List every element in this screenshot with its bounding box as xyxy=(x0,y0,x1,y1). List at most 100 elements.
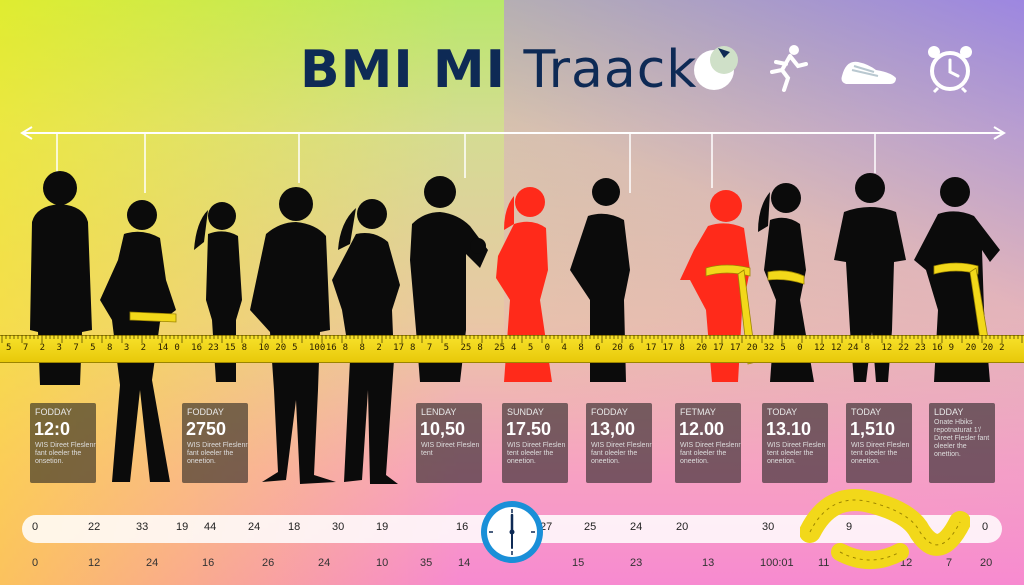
info-card: TODAY 1,510 WIS Direet Fleslen tent oleele… xyxy=(846,403,912,483)
tape-number: 5 xyxy=(292,343,298,353)
tape-number: 24 xyxy=(847,343,859,353)
tape-number: 8 xyxy=(679,343,685,353)
title-part-1: BMI MI xyxy=(300,40,506,100)
info-card: TODAY 13.10 WIS Direet Fleslen tent oleele… xyxy=(762,403,828,483)
tape-number: 8 xyxy=(578,343,584,353)
clock-icon xyxy=(481,501,543,563)
tape-number: 6 xyxy=(595,343,601,353)
info-card: FETMAY 12.00 WIS Direet Fleslenr fant olee… xyxy=(675,403,741,483)
tape-number: 23 xyxy=(915,343,926,353)
tape-number: 8 xyxy=(477,343,483,353)
scale-label: 30 xyxy=(762,521,775,533)
measuring-tape: 5 7 2 3 7 5 8 3 2 14 0 16 23 15 8 10 20 5 100 16 8 8 2 17 8 7 5 25 8… xyxy=(0,335,1024,363)
tape-number: 5 xyxy=(6,343,12,353)
card-note: WIS Direet Fleslenr fant oleeler the one… xyxy=(591,442,652,465)
scale-label: 19 xyxy=(376,521,389,533)
scale-label-bottom: 20 xyxy=(980,557,993,569)
tape-number: 14 xyxy=(157,343,169,353)
scale-label: 20 xyxy=(676,521,689,533)
scale-label: 33 xyxy=(136,521,149,533)
scale-label-bottom: 26 xyxy=(262,557,275,569)
tape-number: 32 xyxy=(763,343,775,353)
tape-number: 12 xyxy=(814,343,825,353)
timeline-ticks xyxy=(56,133,876,193)
tape-number: 16 xyxy=(325,343,337,353)
tape-number: 5 xyxy=(90,343,96,353)
card-day: TODAY xyxy=(851,407,882,417)
sneaker-icon xyxy=(841,61,896,84)
info-card: LENDAY 10,50 WIS Direet Fleslen tent xyxy=(416,403,482,483)
card-value: 17.50 xyxy=(506,419,552,439)
card-note: WIS Direet Fleslen tent oleeler the onee… xyxy=(851,442,910,465)
card-value: 2750 xyxy=(186,419,227,439)
tape-number: 8 xyxy=(410,343,416,353)
card-day: TODAY xyxy=(767,407,798,417)
card-value: 12.00 xyxy=(679,419,725,439)
scale-label-bottom: 15 xyxy=(572,557,585,569)
tape-number: 5 xyxy=(780,343,786,353)
tape-measure-coil-icon xyxy=(800,489,970,569)
tape-number: 8 xyxy=(359,343,365,353)
card-day: FODDAY xyxy=(35,407,72,417)
tape-number: 23 xyxy=(208,343,219,353)
info-card: LDDAY Onate Hbiks repotnaturat 1'/ Direet… xyxy=(929,403,995,483)
tape-number: 16 xyxy=(931,343,943,353)
tape-number: 8 xyxy=(864,343,870,353)
tape-number: 20 xyxy=(982,343,994,353)
card-note: WIS Direet Fleslen tent oleeler the onee… xyxy=(507,442,566,465)
tape-number: 3 xyxy=(123,343,130,353)
tape-number: 12 xyxy=(881,343,893,353)
card-day: FODDAY xyxy=(187,407,224,417)
tape-number: 12 xyxy=(830,343,842,353)
scale-label-bottom: 12 xyxy=(88,557,101,569)
card-day: LDDAY xyxy=(934,407,964,417)
tape-number: 5 xyxy=(527,343,534,353)
scale-label-bottom: 16 xyxy=(202,557,215,569)
tape-number: 7 xyxy=(426,343,433,353)
scale-label-bottom: 10 xyxy=(376,557,389,569)
tape-number: 20 xyxy=(696,343,707,353)
scale-label: 19 xyxy=(176,521,189,533)
card-note: WIS Direet Fleslen tent oleeler the onee… xyxy=(767,442,826,465)
scale-label: 0 xyxy=(32,521,39,533)
scale-label-bottom: 100:01 xyxy=(760,557,794,569)
info-card: SUNDAY 17.50 WIS Direet Fleslen tent oleel… xyxy=(502,403,568,483)
scale-label: 24 xyxy=(630,521,643,533)
tape-number: 8 xyxy=(342,343,349,353)
tape-number: 16 xyxy=(191,343,202,353)
timeline-arrow xyxy=(20,126,1006,140)
tape-number: 100 xyxy=(309,343,326,353)
scale-label-bottom: 7 xyxy=(946,557,953,569)
card-day: LENDAY xyxy=(421,407,457,417)
tape-number: 22 xyxy=(898,343,909,353)
card-value: 1,510 xyxy=(850,419,896,439)
tape-number: 3 xyxy=(56,343,62,353)
scale-label-bottom: 11 xyxy=(818,557,830,569)
tape-number: 15 xyxy=(224,343,236,353)
tape-number: 4 xyxy=(561,343,567,353)
card-value: 13,00 xyxy=(590,419,636,439)
tape-number: 0 xyxy=(174,343,180,353)
tape-number: 4 xyxy=(511,343,517,353)
tape-number: 17 xyxy=(645,343,657,353)
scale-label: 27 xyxy=(540,521,553,533)
card-value: 10,50 xyxy=(420,419,466,439)
card-note: WIS Direet Fleslen tent xyxy=(421,442,480,457)
card-note: WIS Direet Fleslenr fant oleeler the ons… xyxy=(35,442,96,465)
runner-icon xyxy=(770,45,808,92)
tape-number: 10 xyxy=(258,343,270,353)
tape-number: 2 xyxy=(999,343,1005,353)
tape-number: 17 xyxy=(662,343,674,353)
card-note: WIS Direet Fleslenr fant oleeler the one… xyxy=(680,442,741,465)
tape-number: 2 xyxy=(140,343,147,353)
alarm-clock-icon xyxy=(928,46,972,94)
card-day: SUNDAY xyxy=(507,407,544,417)
tape-number: 0 xyxy=(797,343,803,353)
page-title: BMI MI Traack xyxy=(300,40,697,100)
tape-number: 20 xyxy=(612,343,623,353)
card-value: 12:0 xyxy=(34,419,71,439)
scale-label: 30 xyxy=(332,521,345,533)
scale-label: 22 xyxy=(88,521,101,533)
scale-label: 24 xyxy=(248,521,261,533)
tape-number: 6 xyxy=(628,343,635,353)
